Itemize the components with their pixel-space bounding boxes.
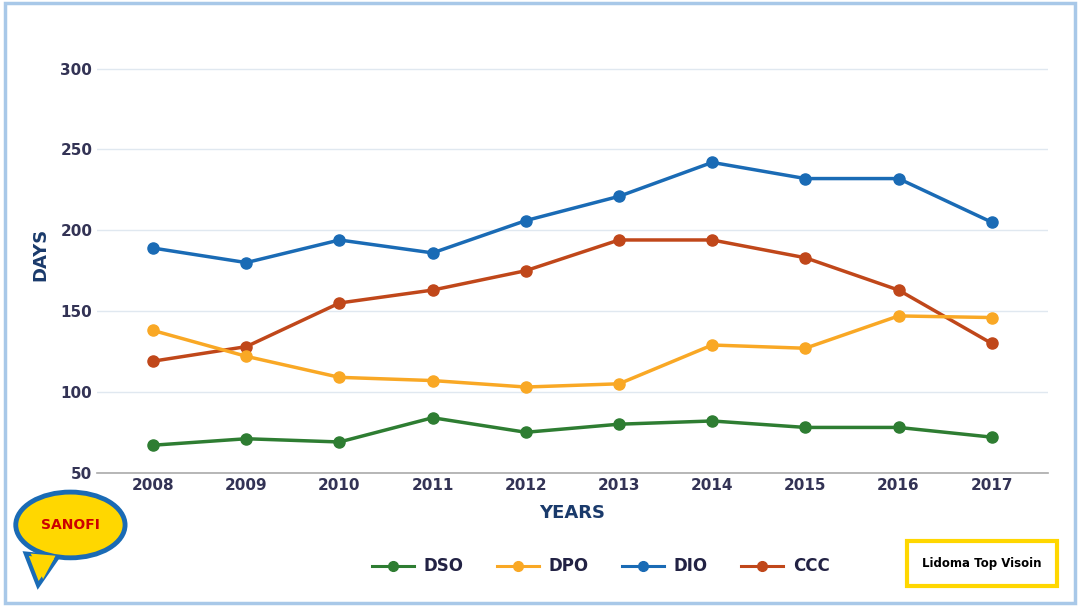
Text: SANOFI: SANOFI xyxy=(41,518,99,532)
Legend: DSO, DPO, DIO, CCC: DSO, DPO, DIO, CCC xyxy=(373,558,829,575)
Text: Lidoma Top Visoin: Lidoma Top Visoin xyxy=(922,557,1041,570)
Polygon shape xyxy=(30,554,55,579)
Ellipse shape xyxy=(16,492,125,558)
Polygon shape xyxy=(26,554,58,585)
Y-axis label: DAYS: DAYS xyxy=(31,228,50,281)
X-axis label: YEARS: YEARS xyxy=(539,504,606,522)
FancyBboxPatch shape xyxy=(906,541,1057,587)
